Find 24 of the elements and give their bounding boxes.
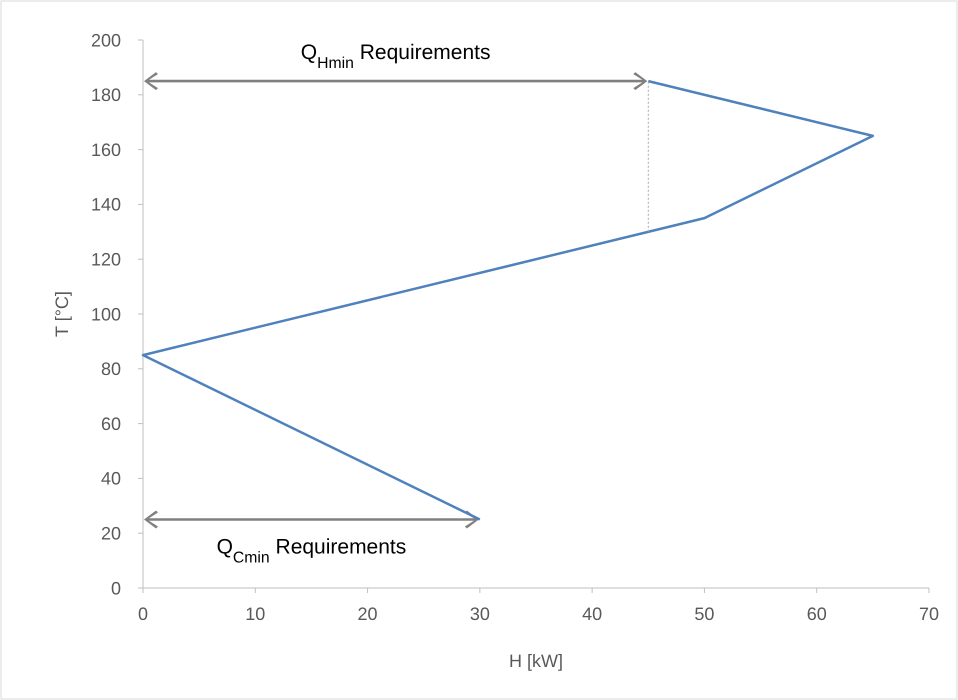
x-axis-title: H [kW] (509, 651, 563, 671)
x-tick-label: 70 (918, 604, 940, 624)
y-tick-label: 120 (90, 250, 121, 270)
y-tick-label: 60 (100, 414, 121, 434)
y-tick-label: 0 (110, 578, 121, 598)
y-tick-label: 80 (100, 359, 121, 380)
y-tick-label: 180 (90, 85, 121, 106)
x-tick-label: 50 (694, 604, 714, 624)
x-tick-label: 40 (582, 604, 602, 624)
y-tick-label: 140 (90, 194, 121, 215)
line-series (142, 80, 874, 521)
x-tick-label: 0 (138, 604, 148, 624)
x-tick-label: 60 (806, 604, 827, 624)
x-tick-label: 20 (358, 604, 378, 624)
y-tick-label: 200 (90, 30, 121, 50)
y-axis-title: T [°C] (52, 291, 72, 337)
y-tick-label: 160 (90, 140, 121, 160)
annotation: Q$_{Hmin}$ Requirements (300, 41, 490, 72)
x-tick-label: 30 (470, 604, 490, 624)
y-tick-label: 40 (100, 468, 121, 489)
annotation: Q$_{Cmin}$ Requirements (216, 536, 406, 566)
x-tick-label: 10 (245, 604, 266, 624)
y-tick-label: 100 (90, 304, 121, 324)
y-tick-label: 20 (100, 524, 121, 544)
